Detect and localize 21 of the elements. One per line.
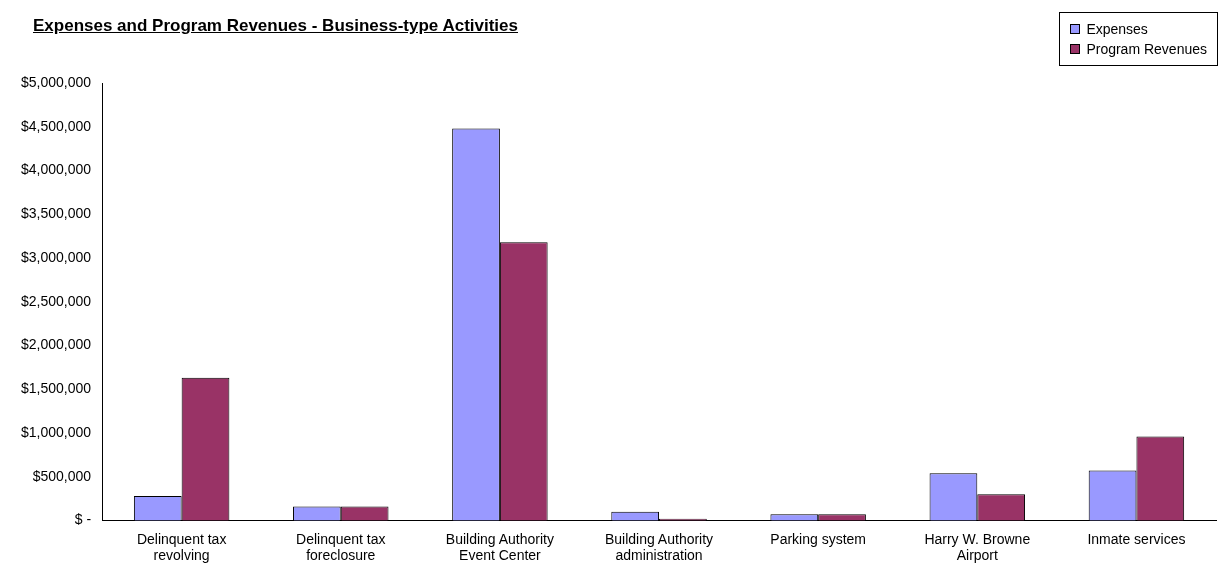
y-tick-label: $2,000,000 [20,336,92,353]
x-tick-label: Harry W. Browne Airport [924,530,1031,564]
y-tick-label: $3,000,000 [20,248,92,265]
y-tick-label: $3,500,000 [20,205,92,222]
chart-title: Expenses and Program Revenues - Business-type Activities [33,16,518,36]
x-tick-label: Parking system [770,530,867,547]
y-tick-label: $4,000,000 [20,161,92,178]
x-tick-label: Delinquent tax revolving [136,530,227,564]
y-tick-label: $5,000,000 [20,73,92,90]
x-tick-label: Inmate services [1087,530,1186,547]
y-tick-label: $2,500,000 [20,292,92,309]
y-tick-label: $1,000,000 [20,423,92,440]
x-tick-label: Building Authority administration [604,530,714,564]
legend-label: Program Revenues [1086,41,1207,57]
x-tick-label: Building Authority Event Center [445,530,554,564]
legend-label: Expenses [1086,21,1148,37]
y-tick-label: $4,500,000 [20,117,92,134]
y-tick-label: $1,500,000 [20,380,92,397]
y-tick-label: $ - [74,511,92,528]
x-tick-label: Delinquent tax foreclosure [296,530,386,564]
y-tick-label: $500,000 [32,467,92,484]
